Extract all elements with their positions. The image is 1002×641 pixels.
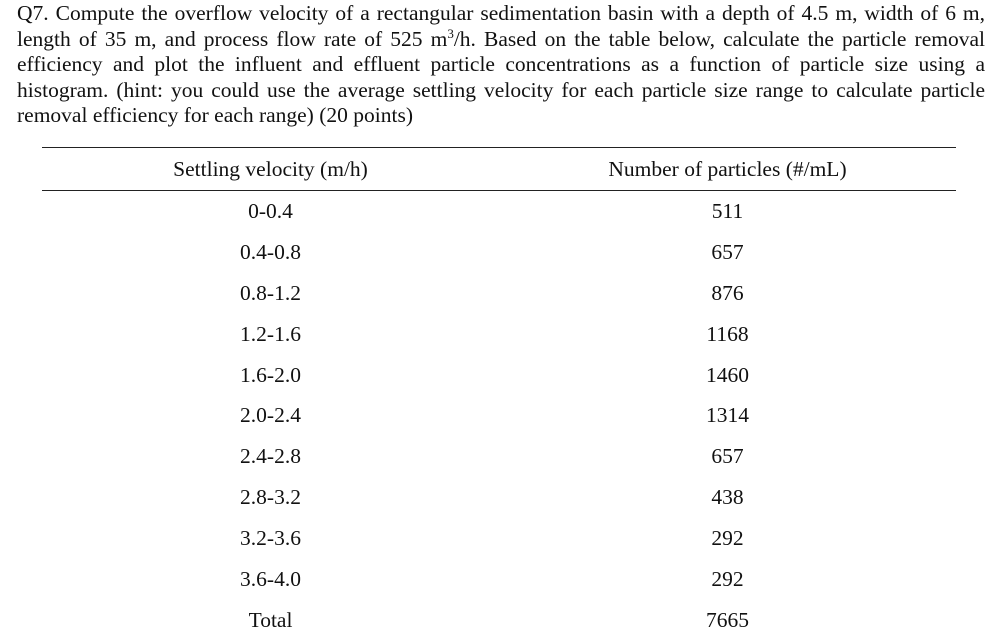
particle-count-cell: 438	[711, 485, 744, 510]
settling-velocity-cell: 0.4-0.8	[240, 239, 301, 264]
table-row: 2.8-3.2 438	[42, 477, 956, 518]
particle-count-cell: 292	[711, 566, 744, 591]
settling-velocity-cell: 3.6-4.0	[240, 566, 301, 591]
question-text-part-1: Q7. Compute the overflow velocity of a r…	[17, 1, 985, 51]
particle-count-cell: 1314	[706, 403, 749, 428]
particle-count-cell: 292	[711, 526, 744, 551]
table-body: 0-0.4 511 0.4-0.8 657 0.8-1.2 876 1.2-1.6 1168 1…	[42, 191, 956, 641]
header-settling-velocity: Settling velocity (m/h)	[42, 147, 499, 191]
particle-count-cell: 876	[711, 280, 744, 305]
table-row: 2.4-2.8 657	[42, 436, 956, 477]
question-text: Q7. Compute the overflow velocity of a r…	[17, 1, 985, 129]
settling-velocity-cell: 3.2-3.6	[240, 526, 301, 551]
settling-velocity-table: Settling velocity (m/h) Number of partic…	[42, 147, 956, 641]
table-row: 1.6-2.0 1460	[42, 355, 956, 396]
table-row: 3.2-3.6 292	[42, 518, 956, 559]
settling-velocity-cell: 2.4-2.8	[240, 444, 301, 469]
header-number-of-particles: Number of particles (#/mL)	[499, 147, 956, 191]
particle-count-cell: 1460	[706, 362, 749, 387]
cubic-superscript: 3	[447, 25, 454, 41]
settling-velocity-table-container: Settling velocity (m/h) Number of partic…	[42, 147, 956, 641]
table-header-row: Settling velocity (m/h) Number of partic…	[42, 147, 956, 191]
particle-count-cell: 7665	[706, 607, 749, 632]
settling-velocity-cell: 2.8-3.2	[240, 485, 301, 510]
particle-count-cell: 657	[711, 239, 744, 264]
particle-count-cell: 511	[711, 198, 744, 223]
table-row: 0.8-1.2 876	[42, 273, 956, 314]
table-row: 0-0.4 511	[42, 191, 956, 232]
settling-velocity-cell: 2.0-2.4	[240, 403, 301, 428]
question-text-part-2: /h. Based on the table below, calculate …	[17, 26, 985, 128]
table-total-row: Total 7665	[42, 600, 956, 641]
settling-velocity-cell: 1.6-2.0	[240, 362, 301, 387]
table-row: 3.6-4.0 292	[42, 559, 956, 600]
table-row: 2.0-2.4 1314	[42, 395, 956, 436]
settling-velocity-cell: 1.2-1.6	[240, 321, 301, 346]
table-row: 0.4-0.8 657	[42, 232, 956, 273]
settling-velocity-cell: 0.8-1.2	[240, 280, 301, 305]
particle-count-cell: 1168	[706, 321, 749, 346]
settling-velocity-cell: 0-0.4	[248, 198, 293, 223]
table-row: 1.2-1.6 1168	[42, 314, 956, 355]
settling-velocity-cell: Total	[248, 607, 293, 632]
particle-count-cell: 657	[711, 444, 744, 469]
